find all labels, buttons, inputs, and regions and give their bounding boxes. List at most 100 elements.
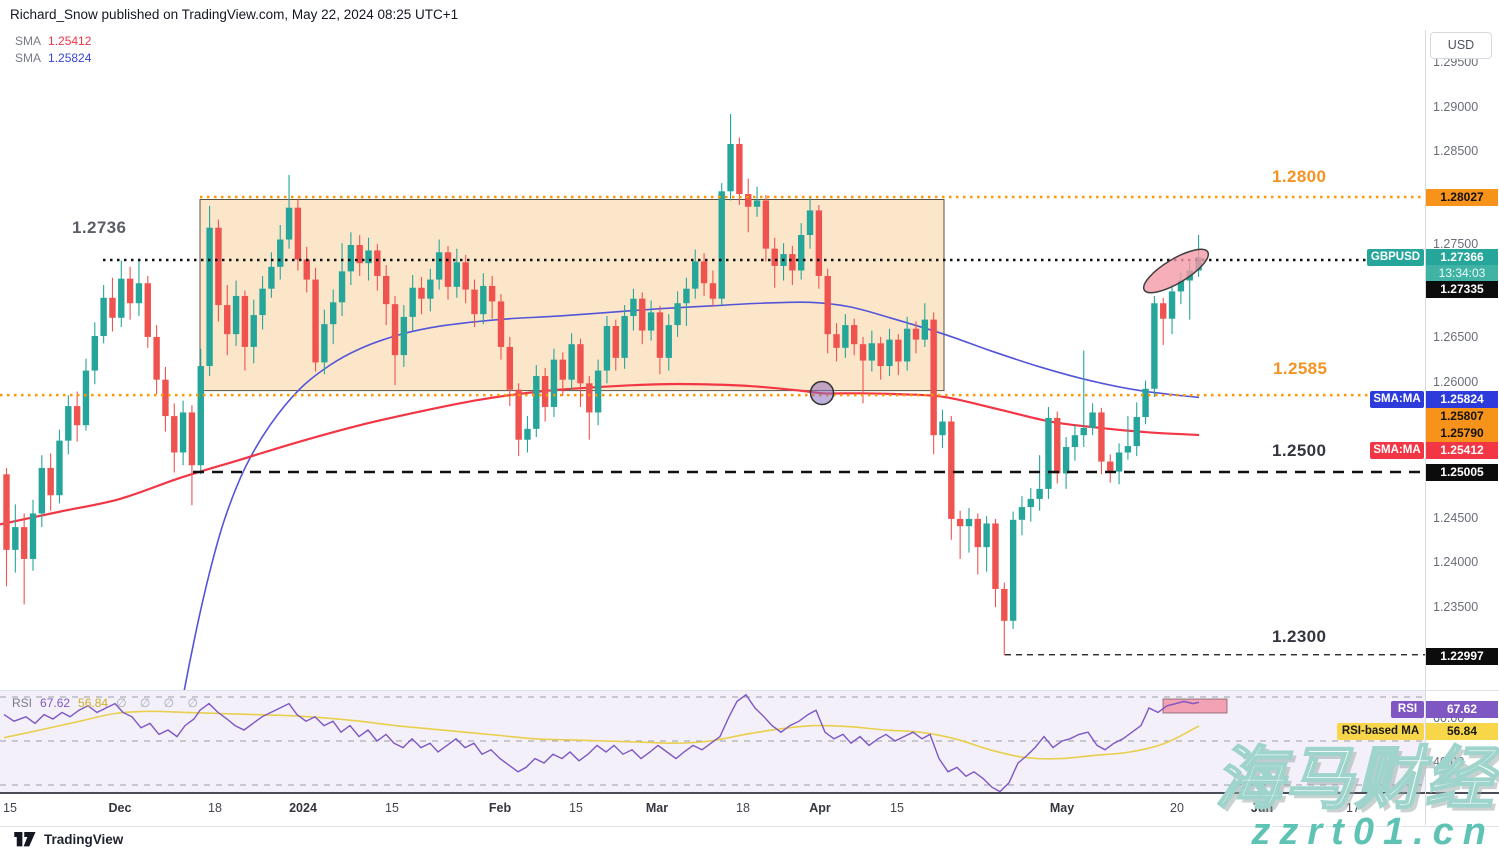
sma-fast-axis-tag: SMA:MA [1370,442,1424,459]
candle-body [294,207,302,260]
footer-separator [0,826,1499,827]
candles [3,113,1202,656]
rsi-legend[interactable]: RSI 67.62 56.84 ∅ ∅ ∅ ∅ [12,696,203,710]
rsi-ma-legend-value: 56.84 [78,696,109,710]
rsi-ma-axis-tag: RSI-based MA [1337,723,1424,740]
candle-body [886,339,893,367]
candle-body [1080,427,1087,436]
annotation-1-2736: 1.2736 [72,218,127,237]
candle-body [1036,488,1043,499]
annotation-1-2585: 1.2585 [1273,359,1328,378]
candle-body [780,254,787,266]
candle-body [709,283,717,299]
candle-body [347,245,355,272]
candle-body [621,315,628,358]
price-tick-label: 1.26500 [1433,330,1479,344]
sma-fast-value: 1.25412 [48,34,92,48]
candle-body [568,344,575,380]
rsi-ma-value-tag: 56.84 [1426,723,1498,740]
candle-body [38,467,46,514]
candle-body [153,336,160,380]
candle-body [806,210,814,235]
watermark: 海马财经 zzrt01.cn [1214,744,1495,853]
candle-body [665,325,672,358]
candle-body [12,527,19,550]
candle-body [956,518,964,527]
candle-body [29,513,37,559]
candle-body [789,254,796,271]
candle-body [824,275,831,335]
candle-body [365,250,372,264]
candle-body [1089,412,1096,428]
candle-body [842,325,849,348]
candle-body [1027,498,1034,508]
candle-body [939,421,946,436]
candle-body [374,250,381,276]
consolidation-zone [199,199,945,392]
candle-body [338,271,346,303]
candle-body [356,245,363,264]
price-tick-label: 1.28500 [1433,144,1479,158]
rsi-tick-label: 40.00 [1433,755,1465,769]
candle-body [1195,257,1202,271]
candle-body [268,266,275,289]
tradingview-logo-icon [14,832,36,847]
candle-body [382,275,390,305]
candle-body [736,143,743,195]
candle-body [188,412,196,466]
candle-body [135,283,143,304]
candle-body [206,227,213,367]
candle-body [171,416,178,453]
candle-body [480,285,487,315]
sma-slow-label: SMA [15,51,42,65]
time-tick-label: 15 [890,801,904,815]
candle-body [144,283,151,337]
candle-body [912,328,920,340]
candle-body [435,252,443,280]
candle-body [700,261,708,284]
legend-sma-fast[interactable]: SMA 1.25412 [15,34,91,48]
candle-body [65,406,72,441]
candle-body [1018,507,1026,520]
sma-fast-label: SMA [15,34,42,48]
candle-body [647,312,655,331]
legend-sma-slow[interactable]: SMA 1.25824 [15,51,91,65]
pane-separator[interactable] [0,690,1499,691]
candle-body [727,143,734,192]
candle-body [745,194,752,207]
price-tick-label: 1.27500 [1433,237,1479,251]
candle-body [674,303,681,326]
annotation-1-2800: 1.2800 [1272,167,1327,186]
time-tick-label: Dec [108,801,132,815]
candle-body [391,304,399,356]
candle-body [533,376,540,429]
candle-body [639,298,646,331]
candle-body [594,370,602,413]
price-tag-1-25005: 1.25005 [1426,464,1498,481]
currency-toggle-button[interactable]: USD [1430,32,1492,59]
candle-body [224,305,231,335]
candle-body [1160,303,1167,319]
candle-body [303,259,310,280]
candle-body [877,343,884,367]
candle-body [277,239,284,267]
time-tick-label: May [1049,801,1075,815]
tradingview-branding[interactable]: TradingView [14,832,123,847]
candle-body [974,518,981,548]
annotation-1-2300: 1.2300 [1272,627,1327,646]
watermark-site-url: zzrt01.cn [1251,811,1495,853]
tradingview-logo-text: TradingView [44,832,124,847]
last-price-tag: 1.27366 [1426,249,1498,265]
candle-body [577,344,584,384]
candle-body [630,298,637,316]
time-tick-label: 15 [569,801,583,815]
candle-body [215,227,222,306]
candle-body [983,523,990,548]
candle-body [1142,388,1149,417]
candle-body [162,379,169,417]
ma-cross-circle-marker [809,380,835,406]
candle-body [753,200,761,207]
rsi-value-tag: 67.62 [1426,701,1498,718]
candle-body [656,312,664,358]
time-tick-label: 2024 [289,801,317,815]
